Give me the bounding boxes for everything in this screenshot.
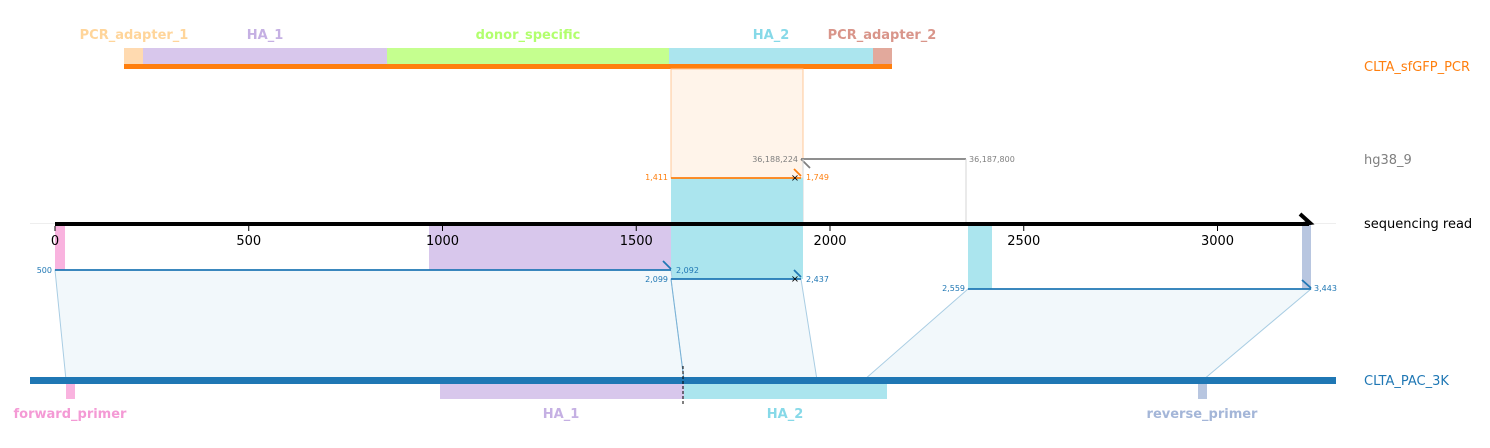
pcr-feature-label: HA_2	[753, 28, 790, 43]
read-axis-tick-label: 2000	[813, 234, 846, 249]
track-label-ref: CLTA_PAC_3K	[1364, 374, 1449, 389]
read-axis-tick-label: 500	[236, 234, 261, 249]
read-axis: 0 500 1000 1500 2000 2500 3000	[30, 212, 1336, 249]
read-axis-tick-label: 2500	[1007, 234, 1040, 249]
ref-feature-forward-primer	[66, 384, 75, 399]
ref-feature-ha-2	[684, 384, 887, 399]
ref-feature-label: HA_1	[543, 407, 580, 422]
read-axis-tick-label: 1000	[426, 234, 459, 249]
genome-end-coord: 36,187,800	[969, 155, 1015, 164]
ref-feature-ha-1	[440, 384, 684, 399]
ref-alignments: 500 2,092 × 2,099 2,437 2,559 3,443	[37, 260, 1337, 293]
pcr-product: PCR_adapter_1 HA_1 donor_specific HA_2 P…	[80, 28, 937, 69]
pcr-alignment-mismatch-mark: ×	[791, 173, 799, 184]
track-label-read: sequencing read	[1364, 217, 1472, 232]
ref-aln-1-read-end: 2,092	[676, 266, 699, 275]
ref-alignment-shading	[54, 269, 1313, 381]
ref-feature-label: forward_primer	[14, 407, 128, 422]
ref-feature-reverse-primer	[1198, 384, 1207, 399]
pcr-track-line	[124, 64, 892, 69]
pcr-feature-label: PCR_adapter_1	[80, 28, 189, 43]
pcr-feature-ha-2	[669, 48, 873, 64]
read-feature-forward-primer	[55, 225, 65, 270]
ref-aln-3-read-end: 3,443	[1314, 284, 1337, 293]
pcr-feature-pcr-adapter-2	[873, 48, 892, 64]
read-axis-tick-label: 0	[51, 234, 59, 249]
pcr-feature-label: donor_specific	[476, 28, 581, 43]
ref-aln-2-read-start: 2,099	[645, 275, 668, 284]
track-label-pcr: CLTA_sfGFP_PCR	[1364, 60, 1470, 75]
ref-feature-label: HA_2	[767, 407, 804, 422]
read-axis-tick-label: 3000	[1201, 234, 1234, 249]
pcr-feature-label: PCR_adapter_2	[828, 28, 937, 43]
pcr-alignment: × 1,411 1,749	[645, 168, 829, 184]
ref-aln-2-mismatch-mark: ×	[791, 274, 799, 285]
pcr-feature-donor-specific	[387, 48, 669, 64]
pcr-feature-pcr-adapter-1	[124, 48, 143, 64]
read-axis-tick-label: 1500	[620, 234, 653, 249]
track-label-genome: hg38_9	[1364, 153, 1412, 168]
ref-feature-label: reverse_primer	[1147, 407, 1259, 422]
reference-track: forward_primer HA_1 HA_2 reverse_primer	[14, 366, 1336, 422]
ref-aln-3-read-start: 2,559	[942, 284, 965, 293]
read-feature-ha-1	[429, 225, 671, 270]
ref-aln-1-read-start: 500	[37, 266, 52, 275]
pcr-feature-ha-1	[143, 48, 387, 64]
pcr-read-end: 1,749	[806, 173, 829, 182]
pcr-feature-label: HA_1	[247, 28, 284, 43]
genome-start-coord: 36,188,224	[752, 155, 798, 164]
ref-track-line	[30, 377, 1336, 384]
read-feature-reverse-primer	[1302, 225, 1311, 289]
ref-aln-2-read-end: 2,437	[806, 275, 829, 284]
track-labels: CLTA_sfGFP_PCR hg38_9 sequencing read CL…	[1364, 60, 1472, 389]
pcr-read-start: 1,411	[645, 173, 668, 182]
read-feature-ha-2-b	[968, 225, 992, 289]
read-feature-ha-2-a	[671, 178, 803, 279]
